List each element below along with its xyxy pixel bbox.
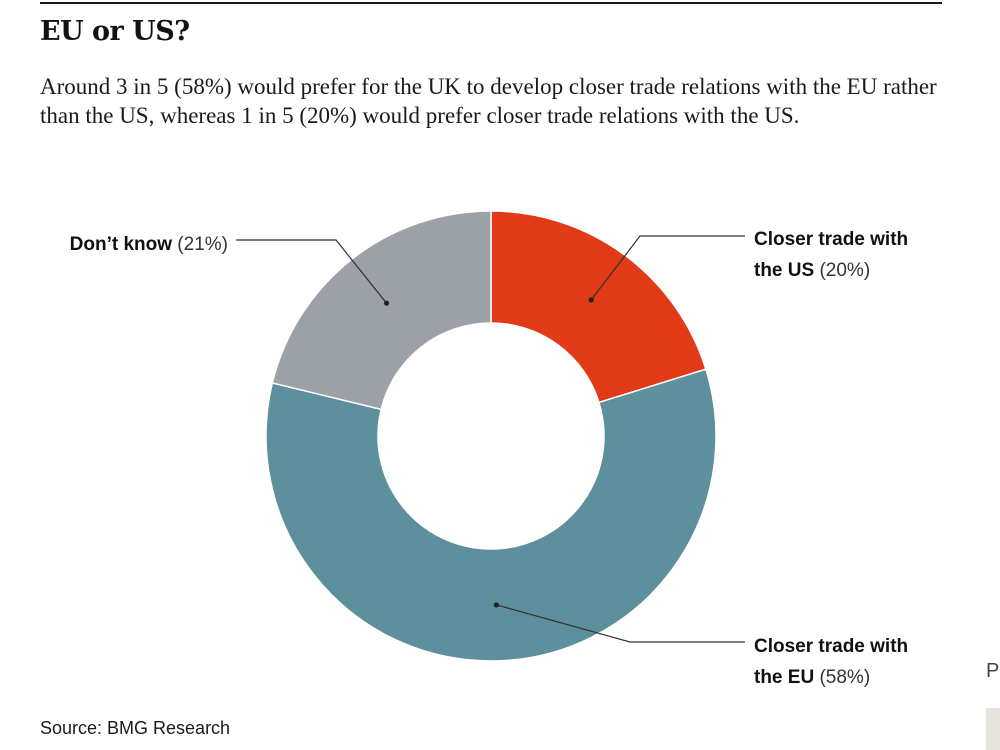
donut-slice <box>271 210 492 411</box>
slice-label-name: the US <box>754 260 814 281</box>
slice-label-name: the EU <box>754 667 814 688</box>
adjacent-content-thumbnail <box>986 708 1000 750</box>
leader-line <box>590 235 745 301</box>
slice-label: Don’t know (21%) <box>70 234 228 255</box>
slice-label-name: Don’t know <box>70 234 173 255</box>
top-rule <box>40 2 942 4</box>
source-note: Source: BMG Research <box>40 718 231 738</box>
leader-line <box>496 604 745 643</box>
slice-label-value: (58%) <box>814 667 870 688</box>
leader-dot <box>493 602 499 608</box>
slice-label-value: (20%) <box>814 260 870 281</box>
chart-title: EU or US? <box>40 16 190 47</box>
donut-slice <box>265 368 717 662</box>
slice-label: Closer trade with the US (20%) <box>754 229 908 281</box>
slice-labels: Closer trade with the US (20%)Closer trad… <box>70 229 909 688</box>
leader-dot <box>588 297 594 303</box>
slice-label-value: (21%) <box>172 234 228 255</box>
slice-label: Closer trade with the EU (58%) <box>754 636 908 688</box>
slice-label-name: Closer trade with <box>754 636 908 657</box>
donut-slice <box>490 210 707 404</box>
chart-subtitle: Around 3 in 5 (58%) would prefer for the… <box>40 74 937 128</box>
slice-label-name: Closer trade with <box>754 229 908 250</box>
leader-line <box>236 239 387 304</box>
leader-lines <box>236 235 745 643</box>
leader-dot <box>383 300 390 306</box>
donut-slices <box>265 210 717 662</box>
adjacent-content-letter: P <box>986 660 1000 682</box>
